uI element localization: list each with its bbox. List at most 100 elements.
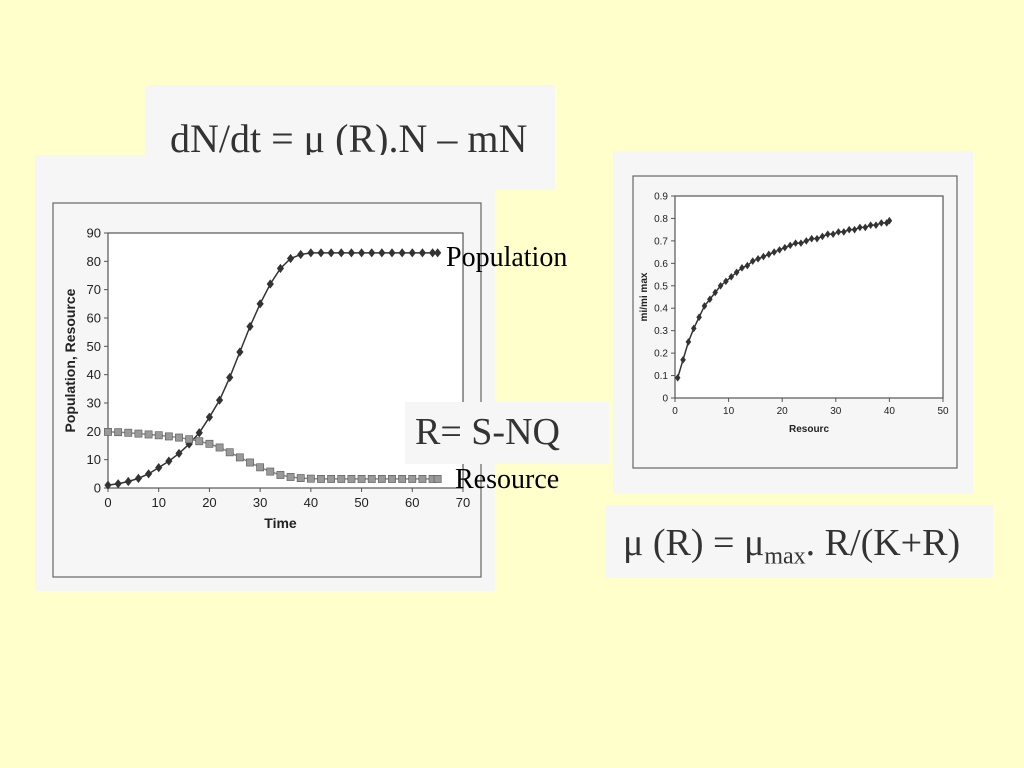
chart2-series0-point xyxy=(819,232,826,241)
chart2-series0-point xyxy=(749,257,756,265)
monod-equation: μ (R) = μmax. R/(K+R) xyxy=(623,521,960,571)
chart1-series1-point xyxy=(195,437,204,446)
chart1-series1-point xyxy=(164,432,173,441)
chart1-series1-point xyxy=(154,431,163,440)
chart1-series1-point xyxy=(104,427,112,436)
chart2-series0-point xyxy=(760,252,767,261)
chart1-series0-point xyxy=(114,479,122,489)
chart1-series0-point xyxy=(266,279,274,289)
chart1-ytick-label: 70 xyxy=(87,282,101,297)
chart1-series0-point xyxy=(368,248,376,258)
chart1-series0-point xyxy=(418,248,427,258)
chart2-ytick-label: 0.5 xyxy=(654,281,668,292)
chart1-series1-point xyxy=(337,475,346,483)
chart2-xtick-label: 10 xyxy=(723,406,735,417)
chart2-series0-point xyxy=(674,374,681,382)
chart2-series0-point xyxy=(792,239,799,247)
chart1-xtick-label: 50 xyxy=(354,495,368,510)
chart1-ytick-label: 40 xyxy=(87,367,101,382)
chart1-series0-point xyxy=(434,248,442,258)
chart1-series0-point xyxy=(165,456,173,466)
chart2-series0-point xyxy=(680,356,686,364)
chart2-series0-point xyxy=(841,228,847,236)
chart1-series1-point xyxy=(408,475,417,483)
resource-equation: R= S-NQ xyxy=(415,411,560,453)
chart1-series0-point xyxy=(175,448,183,459)
chart2-xtick-label: 40 xyxy=(884,406,896,417)
chart1-series1-point xyxy=(357,475,366,483)
chart2-series0-point xyxy=(798,239,804,247)
chart1-series1-point xyxy=(246,458,254,467)
monod-chart-panel: 0 0.1 0.2 0.3 0.4 0.5 0.6 0.7 0.8 0.9 0 10 20 30 40 50 R… xyxy=(613,151,973,494)
chart2-series0-point xyxy=(862,223,869,232)
chart1-ytick-label: 0 xyxy=(94,481,101,496)
chart2-ytick-label: 0.2 xyxy=(654,349,668,360)
chart1-xtick-label: 30 xyxy=(253,495,267,510)
chart2-series0-point xyxy=(771,248,777,256)
chart2-series0-point xyxy=(857,223,863,232)
chart1-series1-point xyxy=(175,433,183,442)
chart1-series1-point xyxy=(215,443,224,452)
chart2-series0-point xyxy=(835,228,842,236)
chart1-series0-point xyxy=(236,347,244,357)
chart2-series0-point xyxy=(851,225,858,234)
chart2-series0-point xyxy=(803,237,810,245)
chart1-series1-point xyxy=(327,475,336,483)
chart2-xtick-label: 30 xyxy=(830,406,842,417)
chart1-series0-point xyxy=(317,248,325,258)
chart1-series1-point xyxy=(225,448,234,457)
chart1-series0-point xyxy=(205,412,214,422)
chart1-series1-point xyxy=(185,435,194,444)
population-resource-chart: 0 10 20 30 40 50 60 70 80 90 0 10 20 30 40 50 60 70 Time Po… xyxy=(52,202,482,578)
chart1-series1-point xyxy=(347,475,356,483)
chart1-ytick-label: 30 xyxy=(87,396,101,411)
chart1-frame xyxy=(52,202,482,578)
monod-equation-panel: μ (R) = μmax. R/(K+R) xyxy=(605,505,993,578)
chart2-series0-point xyxy=(878,219,885,227)
chart1-series0-point xyxy=(398,248,406,258)
chart1-series0-point xyxy=(327,248,335,258)
chart1-xtick-label: 20 xyxy=(202,495,216,510)
chart2-ytick-label: 0.3 xyxy=(654,326,668,337)
chart1-xtick-label: 70 xyxy=(456,495,470,510)
growth-equation: dN/dt = μ (R).N – mN xyxy=(170,116,528,161)
chart1-series1-point xyxy=(377,475,386,483)
chart1-ylabel: Population, Resource xyxy=(62,288,78,432)
chart1-series0-point xyxy=(297,249,305,260)
chart1-series1-point xyxy=(266,467,275,476)
chart1-ytick-label: 50 xyxy=(87,339,101,354)
chart1-series1-point xyxy=(388,475,396,483)
chart1-series0-point xyxy=(226,372,234,383)
chart1-series1-point xyxy=(144,430,153,439)
chart1-series0-point xyxy=(408,248,416,258)
population-annotation: Population xyxy=(446,242,568,273)
chart1-series1-point xyxy=(367,475,376,483)
monod-curve-chart: 0 0.1 0.2 0.3 0.4 0.5 0.6 0.7 0.8 0.9 0 10 20 30 40 50 R… xyxy=(632,175,958,469)
chart1-series0-point xyxy=(286,253,295,264)
resource-annotation: Resource xyxy=(455,464,560,495)
chart1-series1-point xyxy=(317,475,325,483)
chart1-series0-line xyxy=(107,252,438,486)
chart1-series1-point xyxy=(296,474,305,482)
chart2-series0-point xyxy=(728,273,735,281)
chart1-ytick-label: 10 xyxy=(87,452,101,467)
chart1-ytick-label: 60 xyxy=(87,311,101,326)
chart1-series0-point xyxy=(246,321,254,332)
chart2-ytick-label: 0.1 xyxy=(654,371,668,382)
chart2-ytick-label: 0.6 xyxy=(654,259,668,270)
chart1-series0-point xyxy=(388,248,396,258)
monod-equation-suffix: . R/(K+R) xyxy=(805,522,961,564)
chart2-frame xyxy=(632,175,958,469)
chart1-series0-point xyxy=(155,463,163,473)
chart1-series0-point xyxy=(185,439,193,449)
chart1-series0-point xyxy=(378,248,386,258)
chart2-ytick-label: 0 xyxy=(662,394,668,405)
chart1-series0-point xyxy=(104,480,112,490)
chart1-series1-point xyxy=(276,471,285,479)
resource-equation-panel: R= S-NQ xyxy=(405,402,609,464)
chart1-series1-point xyxy=(134,429,143,438)
chart1-series1-point xyxy=(205,439,214,448)
monod-equation-subscript: max xyxy=(764,543,806,570)
chart2-series0-point xyxy=(766,250,772,259)
chart2-series0-point xyxy=(701,302,708,310)
